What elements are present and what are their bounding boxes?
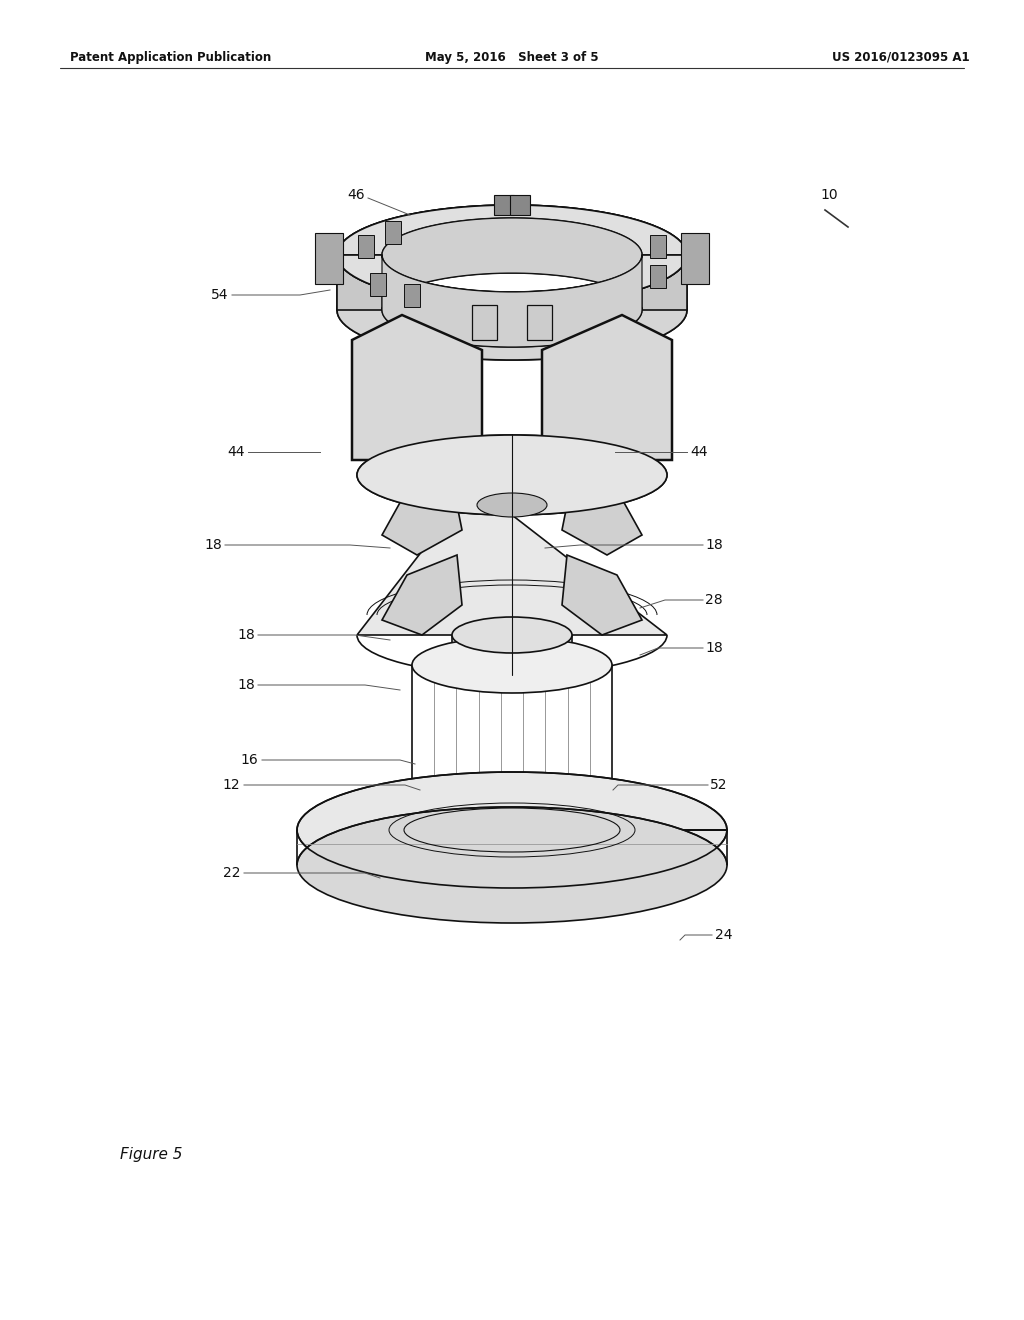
Polygon shape (337, 255, 687, 360)
Polygon shape (382, 218, 642, 310)
Polygon shape (510, 195, 530, 215)
Text: 12: 12 (222, 777, 240, 792)
Text: 18: 18 (204, 539, 222, 552)
Polygon shape (337, 310, 687, 360)
Ellipse shape (412, 812, 612, 869)
Text: 18: 18 (238, 628, 255, 642)
Polygon shape (649, 235, 666, 257)
Polygon shape (527, 305, 552, 341)
Text: 44: 44 (227, 445, 245, 459)
Polygon shape (315, 234, 343, 284)
Polygon shape (352, 315, 482, 459)
Polygon shape (649, 265, 666, 288)
Text: 52: 52 (710, 777, 727, 792)
Text: Patent Application Publication: Patent Application Publication (70, 50, 271, 63)
Polygon shape (358, 235, 375, 257)
Polygon shape (337, 205, 687, 255)
Polygon shape (472, 305, 497, 341)
Polygon shape (382, 554, 462, 635)
Polygon shape (562, 554, 642, 635)
Polygon shape (385, 220, 401, 244)
Text: 24: 24 (715, 928, 732, 942)
Polygon shape (297, 772, 727, 888)
Polygon shape (370, 272, 386, 296)
Ellipse shape (452, 616, 572, 653)
Polygon shape (681, 234, 709, 284)
Polygon shape (404, 285, 421, 308)
Polygon shape (494, 195, 514, 215)
Text: 18: 18 (705, 642, 723, 655)
Text: 54: 54 (211, 288, 228, 302)
Text: 44: 44 (690, 445, 708, 459)
Text: May 5, 2016   Sheet 3 of 5: May 5, 2016 Sheet 3 of 5 (425, 50, 599, 63)
Text: 10: 10 (820, 187, 838, 202)
Polygon shape (337, 205, 687, 310)
Text: 28: 28 (705, 593, 723, 607)
Text: 18: 18 (705, 539, 723, 552)
Text: US 2016/0123095 A1: US 2016/0123095 A1 (833, 50, 970, 63)
Text: 16: 16 (241, 752, 258, 767)
Polygon shape (542, 315, 672, 459)
Polygon shape (382, 490, 462, 554)
Polygon shape (337, 260, 687, 310)
Text: 22: 22 (222, 866, 240, 880)
Ellipse shape (477, 492, 547, 517)
Text: 46: 46 (347, 187, 365, 202)
Polygon shape (562, 490, 642, 554)
Ellipse shape (357, 436, 667, 515)
Polygon shape (382, 255, 642, 347)
Ellipse shape (412, 638, 612, 693)
Ellipse shape (297, 807, 727, 923)
Polygon shape (337, 255, 687, 305)
Polygon shape (357, 436, 667, 635)
Text: Figure 5: Figure 5 (120, 1147, 182, 1163)
Text: 18: 18 (238, 678, 255, 692)
